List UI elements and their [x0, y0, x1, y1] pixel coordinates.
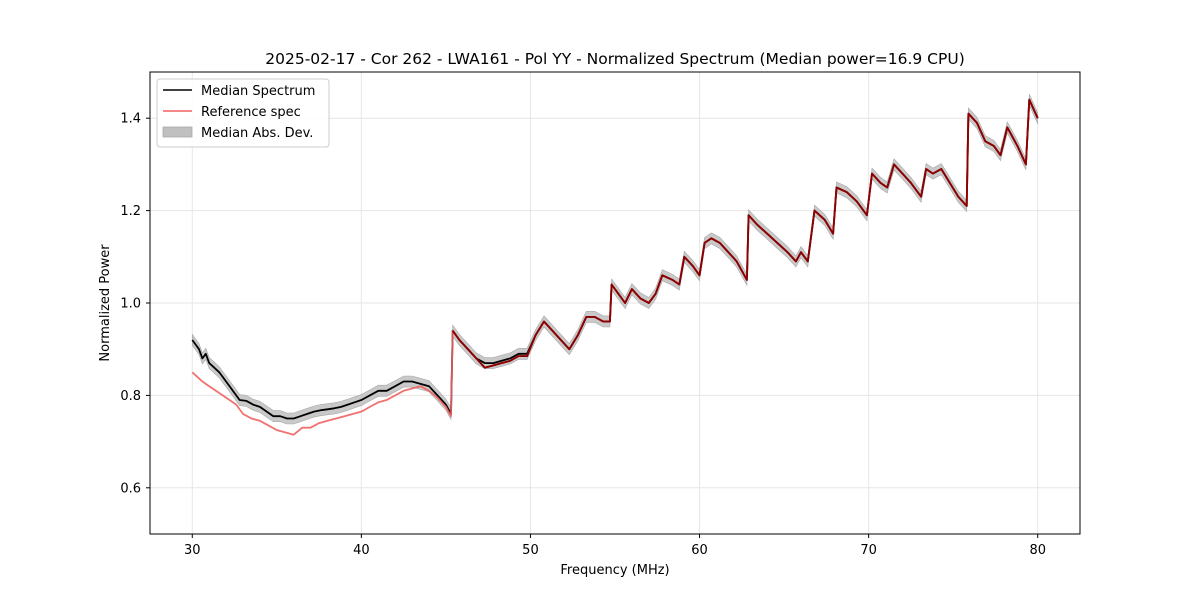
legend-label-reference: Reference spec [201, 105, 301, 120]
x-tick-label: 50 [522, 543, 539, 558]
series-lines [191, 98, 1039, 436]
x-tick-label: 80 [1029, 543, 1046, 558]
overlap-line [451, 98, 1039, 369]
y-axis-label: Normalized Power [98, 244, 113, 362]
reference-spec-line [191, 98, 1039, 436]
x-tick-label: 30 [184, 543, 201, 558]
y-tick-label: 0.8 [120, 389, 141, 404]
legend-box [156, 78, 330, 148]
legend-label-mad: Median Abs. Dev. [201, 126, 313, 141]
x-tick-label: 70 [860, 543, 877, 558]
chart-title: 2025-02-17 - Cor 262 - LWA161 - Pol YY -… [265, 50, 965, 68]
median-spectrum-line [191, 98, 1039, 420]
x-axis-label: Frequency (MHz) [560, 563, 669, 578]
y-axis-ticks: 0.6 0.8 1.0 1.2 1.4 [120, 112, 150, 496]
legend: Median Spectrum Reference spec Median Ab… [156, 78, 330, 148]
y-tick-label: 1.2 [120, 204, 141, 219]
x-axis-ticks: 30 40 50 60 70 80 [184, 534, 1046, 558]
y-tick-label: 1.4 [120, 112, 141, 127]
y-tick-label: 1.0 [120, 297, 141, 312]
x-tick-label: 40 [353, 543, 370, 558]
x-tick-label: 60 [691, 543, 708, 558]
legend-label-median: Median Spectrum [201, 84, 315, 99]
y-tick-label: 0.6 [120, 481, 141, 496]
legend-swatch-mad [162, 126, 193, 138]
